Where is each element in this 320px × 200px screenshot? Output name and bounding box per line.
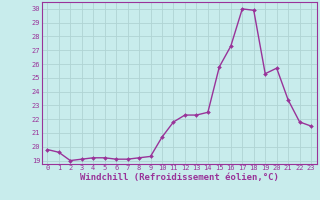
X-axis label: Windchill (Refroidissement éolien,°C): Windchill (Refroidissement éolien,°C) — [80, 173, 279, 182]
